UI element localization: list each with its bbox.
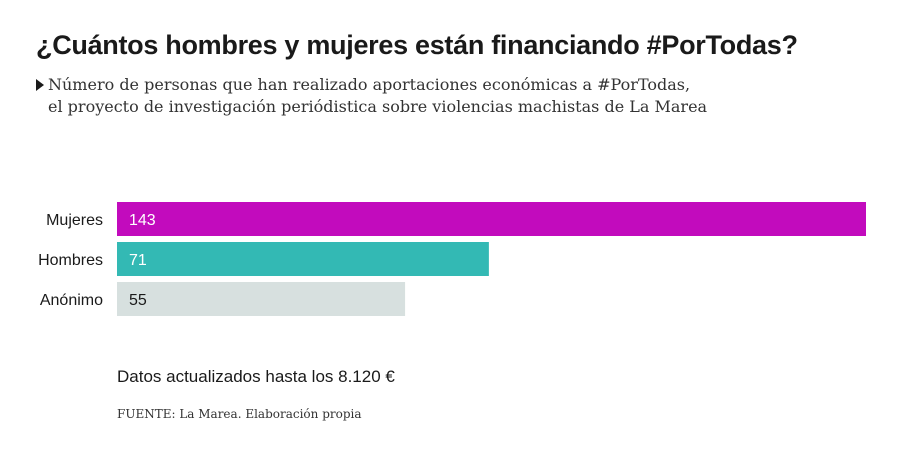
value-label: 143 <box>129 212 156 229</box>
bar-anónimo <box>117 282 406 316</box>
bar-mujeres <box>117 202 866 236</box>
category-label: Anónimo <box>40 292 103 309</box>
update-note: Datos actualizados hasta los 8.120 € <box>117 367 395 386</box>
bar-hombres <box>117 242 489 276</box>
category-label: Mujeres <box>46 212 103 229</box>
category-label: Hombres <box>38 252 103 269</box>
triangle-bullet-icon <box>36 79 44 91</box>
chart-subtitle: Número de personas que han realizado apo… <box>36 74 876 118</box>
subtitle-line-1: Número de personas que han realizado apo… <box>48 75 691 94</box>
subtitle-line-2: el proyecto de investigación periódistic… <box>48 97 708 116</box>
source-note: FUENTE: La Marea. Elaboración propia <box>117 407 362 421</box>
value-label: 71 <box>129 252 147 269</box>
bar-chart: Mujeres 143 Hombres 71 Anónimo 55 <box>38 202 866 316</box>
value-label: 55 <box>129 292 147 309</box>
chart-title: ¿Cuántos hombres y mujeres están financi… <box>36 30 798 60</box>
